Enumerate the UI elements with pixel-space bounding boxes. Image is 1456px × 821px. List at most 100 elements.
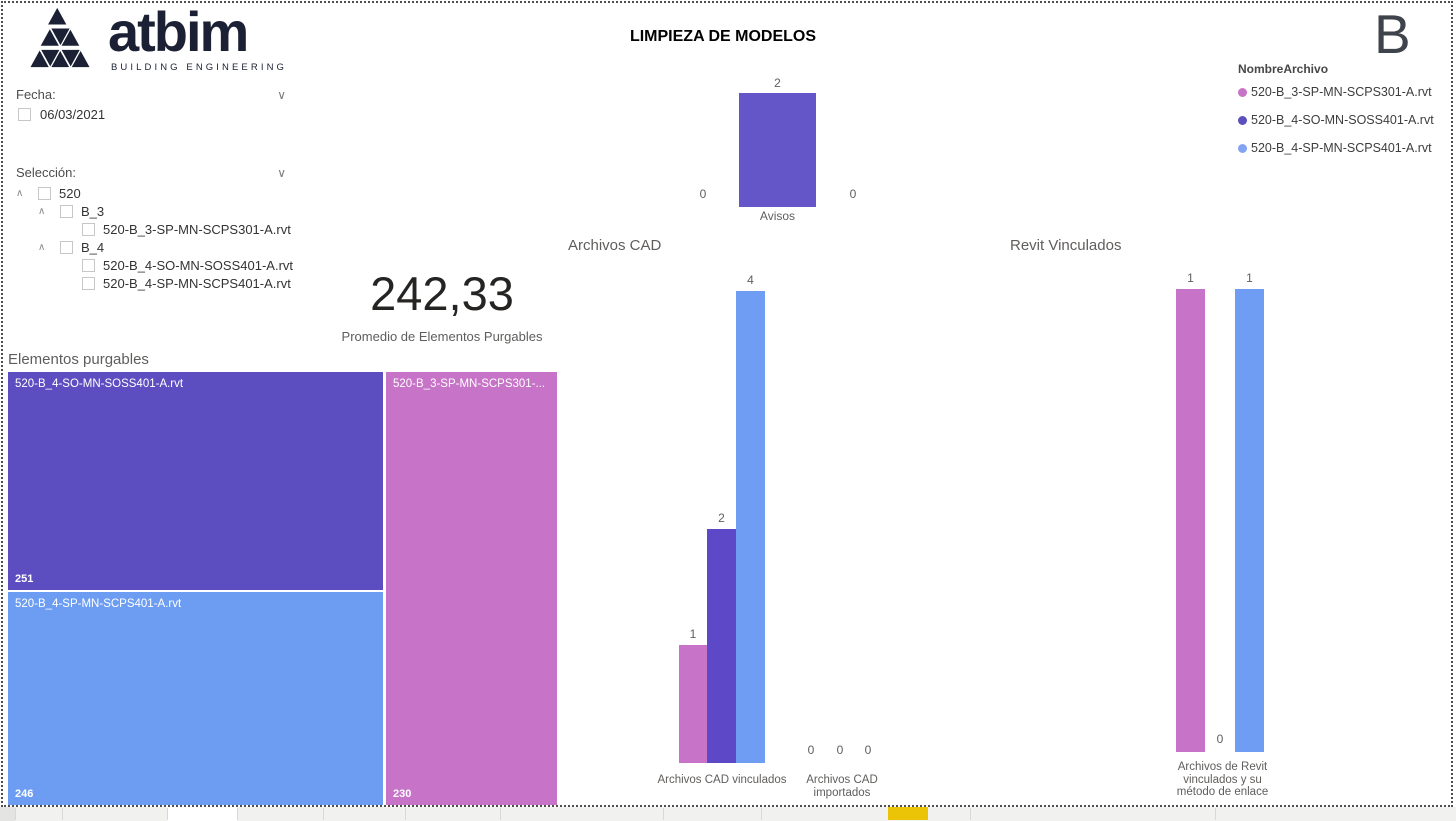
kpi-value: 242,33 — [370, 267, 514, 320]
tree-item-b4[interactable]: ∧ B_4 — [38, 239, 104, 255]
treemap-rect-name: 520-B_4-SP-MN-SCPS401-A.rvt — [15, 598, 182, 610]
avisos-bar-purple[interactable] — [739, 93, 816, 207]
bottom-scrollbar[interactable] — [0, 807, 1456, 821]
legend-item-label: 520-B_3-SP-MN-SCPS301-A.rvt — [1251, 85, 1432, 99]
scrollbar-highlight-thumb[interactable] — [888, 807, 928, 820]
collapse-icon[interactable]: ∧ — [38, 241, 46, 253]
scrollbar-divider — [663, 808, 664, 820]
tree-item-label: 520 — [59, 185, 81, 201]
chevron-down-icon[interactable]: ∨ — [277, 165, 286, 180]
revit-value-purple: 0 — [1216, 732, 1224, 746]
fecha-option[interactable]: 06/03/2021 — [18, 107, 105, 122]
cad-value-blue: 4 — [747, 273, 754, 287]
tree-item-label: 520-B_4-SO-MN-SOSS401-A.rvt — [103, 257, 294, 273]
cad-importados-value-blue: 0 — [864, 743, 872, 757]
tree-item-label: B_4 — [81, 239, 105, 255]
legend-item[interactable]: 520-B_4-SP-MN-SCPS401-A.rvt — [1238, 141, 1434, 155]
avisos-category-label: Avisos — [759, 209, 796, 223]
treemap-rect-scps301[interactable]: 520-B_3-SP-MN-SCPS301-... 230 — [386, 372, 557, 805]
cad-value-purple: 2 — [718, 511, 725, 525]
treemap-rect-name: 520-B_3-SP-MN-SCPS301-... — [393, 378, 546, 390]
treemap: 520-B_4-SO-MN-SOSS401-A.rvt 251 520-B_4-… — [8, 372, 557, 805]
archivos-cad-title: Archivos CAD — [568, 237, 662, 254]
scrollbar-divider — [1215, 808, 1216, 820]
seleccion-label: Selección: — [16, 165, 76, 180]
revit-bar-pink[interactable] — [1176, 289, 1205, 752]
tree-checkbox[interactable] — [60, 240, 73, 254]
avisos-value-purple: 2 — [774, 76, 781, 90]
seleccion-slicer-header: Selección: ∨ — [16, 165, 286, 180]
cad-value-pink: 1 — [689, 627, 697, 641]
tree-item-520[interactable]: ∧ 520 — [16, 185, 81, 201]
brand-name: atbim — [108, 0, 249, 63]
treemap-rect-value: 251 — [15, 573, 34, 585]
fecha-label: Fecha: — [16, 87, 56, 102]
tree-item-label: 520-B_3-SP-MN-SCPS301-A.rvt — [103, 221, 291, 237]
collapse-icon[interactable]: ∧ — [16, 187, 24, 199]
tree-checkbox[interactable] — [38, 186, 51, 200]
scrollbar-divider — [62, 808, 63, 820]
cad-category-vinculados: Archivos CAD vinculados — [657, 774, 787, 786]
cad-importados-value-purple: 0 — [836, 743, 844, 757]
scrollbar-divider — [761, 808, 762, 820]
cad-bar-purple[interactable] — [707, 529, 736, 763]
tree-item-file-scps401[interactable]: 520-B_4-SP-MN-SCPS401-A.rvt — [82, 275, 291, 291]
legend-item[interactable]: 520-B_3-SP-MN-SCPS301-A.rvt — [1238, 85, 1434, 99]
scrollbar-divider — [167, 808, 168, 820]
logo-triangle-icon — [28, 5, 92, 70]
tree-item-file-soss401[interactable]: 520-B_4-SO-MN-SOSS401-A.rvt — [82, 257, 293, 273]
avisos-value-pink: 0 — [699, 187, 707, 201]
page-title: LIMPIEZA DE MODELOS — [629, 28, 817, 45]
legend-dot — [1238, 87, 1247, 97]
brand-logo: atbim BUILDING ENGINEERING — [22, 0, 288, 73]
tree-item-b3[interactable]: ∧ B_3 — [38, 203, 104, 219]
chevron-down-icon[interactable]: ∨ — [277, 87, 286, 102]
scrollbar-divider — [500, 808, 501, 820]
kpi-label: Promedio de Elementos Purgables — [341, 329, 543, 344]
tree-checkbox[interactable] — [82, 276, 95, 290]
cad-bar-blue[interactable] — [736, 291, 765, 763]
avisos-value-blue: 0 — [849, 187, 857, 201]
treemap-rect-value: 230 — [393, 788, 412, 800]
brand-tagline: BUILDING ENGINEERING — [111, 62, 288, 73]
fecha-checkbox[interactable] — [18, 108, 31, 121]
revit-bar-blue[interactable] — [1235, 289, 1264, 752]
treemap-title: Elementos purgables — [8, 351, 149, 368]
legend-item-label: 520-B_4-SP-MN-SCPS401-A.rvt — [1251, 141, 1432, 155]
corner-letter: B — [1374, 3, 1411, 65]
scrollbar-divider — [237, 808, 238, 820]
tree-item-label: B_3 — [81, 203, 105, 219]
cad-bar-pink[interactable] — [679, 645, 707, 763]
scrollbar-divider — [970, 808, 971, 820]
legend-item[interactable]: 520-B_4-SO-MN-SOSS401-A.rvt — [1238, 113, 1434, 127]
cad-category-importados: Archivos CAD importados — [806, 774, 878, 799]
revit-category-label: Archivos de Revit vinculados y su método… — [1176, 761, 1269, 798]
cad-importados-value-pink: 0 — [807, 743, 815, 757]
revit-vinculados-title: Revit Vinculados — [1010, 237, 1122, 254]
tree-item-file-scps301[interactable]: 520-B_3-SP-MN-SCPS301-A.rvt — [82, 221, 291, 237]
scrollbar-segment — [0, 807, 15, 821]
scrollbar-segment — [167, 807, 237, 821]
scrollbar-divider — [323, 808, 324, 820]
legend-dot — [1238, 143, 1247, 153]
collapse-icon[interactable]: ∧ — [38, 205, 46, 217]
tree-checkbox[interactable] — [82, 258, 95, 272]
tree-checkbox[interactable] — [82, 222, 95, 236]
legend-title: NombreArchivo — [1238, 62, 1329, 76]
legend-dot — [1238, 115, 1247, 125]
treemap-rect-name: 520-B_4-SO-MN-SOSS401-A.rvt — [15, 378, 184, 390]
legend: NombreArchivo 520-B_3-SP-MN-SCPS301-A.rv… — [1238, 62, 1434, 169]
scrollbar-divider — [15, 808, 16, 820]
legend-item-label: 520-B_4-SO-MN-SOSS401-A.rvt — [1251, 113, 1434, 127]
treemap-rect-scps401[interactable]: 520-B_4-SP-MN-SCPS401-A.rvt 246 — [8, 592, 383, 805]
revit-value-pink: 1 — [1187, 271, 1194, 285]
revit-value-blue: 1 — [1246, 271, 1253, 285]
tree-checkbox[interactable] — [60, 204, 73, 218]
scrollbar-divider — [405, 808, 406, 820]
tree-item-label: 520-B_4-SP-MN-SCPS401-A.rvt — [103, 275, 291, 291]
fecha-option-label: 06/03/2021 — [40, 107, 106, 122]
treemap-rect-value: 246 — [15, 788, 34, 800]
fecha-slicer-header: Fecha: ∨ — [16, 87, 286, 102]
treemap-rect-soss401[interactable]: 520-B_4-SO-MN-SOSS401-A.rvt 251 — [8, 372, 383, 590]
